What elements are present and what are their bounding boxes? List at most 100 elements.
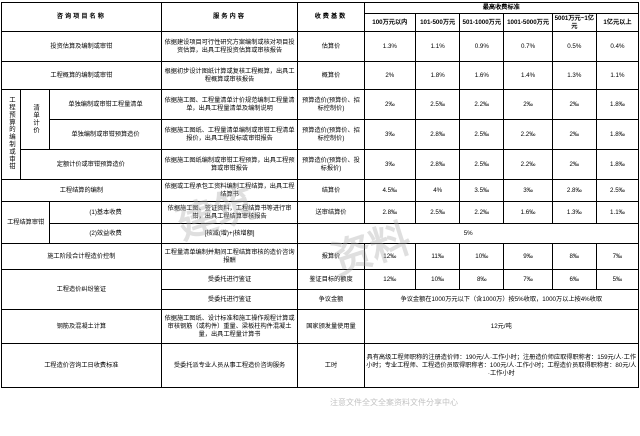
row-value: 2.5‰ [459,149,505,181]
row-basis: 概算价 [297,61,365,91]
row-name: 工程造价咨询工日收费标准 [1,343,162,389]
row-value: 0.4% [595,31,640,63]
row-basis: 国家颁发量使用量 [297,309,365,345]
row-value: 6‰ [551,269,597,291]
table-header-row-1: 咨询项目名称 服务内容 收费基数 最高收费标准 [1,1,640,33]
row-basis: 结算价 [297,179,365,203]
row-name: 工程结算的编制 [1,179,162,203]
row-value: 0.7% [503,31,553,63]
row-value: 8‰ [459,269,505,291]
table-row: 工程造价咨询工日收费标准 受委托派专业人员从事工程造价咨询服务 工时 具有高级工… [1,343,640,389]
row-content: 依据施工图、签证资料，工程结算书等进行审钳，出具工程结算审核报告 [160,201,299,225]
table-row: 工程预算的编制或审钳 清单计价 单独编制或审钳工程量清单 依据施工图、工程量清单… [1,89,640,181]
header-col-basis: 收费基数 [297,1,365,33]
row-content: 依据施工图纸编制或审钳工程预算，出具工程预算或审钳报告 [160,149,299,181]
table-row: 施工阶段合计程造价控制 工程量清单编制并期间工程结算审核的造价咨询报酬 报算价 … [1,243,640,271]
row-value: 1.8‰ [595,149,640,181]
header-fee-col-1: 100万元以内 [363,12,417,33]
table-row: 工程概算的编制或审钳 根据初步设计图纸计算或复核工程概算，出具工程概算或审核报告… [1,61,640,91]
row-value: 2‰ [551,89,597,121]
header-col-name: 咨询项目名称 [1,1,162,33]
row-value: 1.8% [415,61,461,91]
row-basis: [核减(增)+|核增额] [160,223,299,245]
row-content: 依据施工图纸、工程量清单编制或审钳工程清单报价，出具工程投标或审钳报告 [160,119,299,151]
row-value: 12‰ [363,269,417,291]
row-merged-value: 12元/吨 [363,309,640,345]
row-sub-label: (1)基本收费 [49,201,162,225]
row-value: 2.2‰ [459,201,505,225]
row-value: 2.5‰ [415,201,461,225]
table-row: 工程结算审钳 (1)基本收费 依据施工图、签证资料，工程结算书等进行审钳，出具工… [0,201,640,245]
row-value: 2.2‰ [459,89,505,121]
row-basis: 预算造价(预算价、招标控制价) [297,89,365,121]
header-fee-col-2: 101-500万元 [415,12,461,33]
row-value: 1.8‰ [595,119,640,151]
row-value: 2.5‰ [459,119,505,151]
row-value: 1.4% [503,61,553,91]
row-content: 受委托进行鉴证 [160,269,299,291]
row-sub-text: 清单计价 [32,103,40,134]
table-row: 钢筋及混凝土计算 依据施工图纸、设计标准和施工操作规程计算或审核钢筋（或构件）重… [1,309,640,345]
row-merged-value: 5% [297,223,639,245]
row-name: 工程结算审钳 [0,201,51,245]
row-value: 2.5‰ [595,179,640,203]
row-value: 0.9% [459,31,505,63]
row-name: 工程概算的编制或审钳 [1,61,162,91]
row-value: 7‰ [503,269,553,291]
row-basis: 预算造价(预算价、投标报价) [297,149,365,181]
row-name: 钢筋及混凝土计算 [1,309,162,345]
fee-standard-table: 咨询项目名称 服务内容 收费基数 最高收费标准 100万元以内 101-500万… [0,1,640,389]
row-content: 依据建设项目可行性研究方案编制或核对项目投资估算，出具工程投资估算或审核报告 [160,31,299,63]
row-value: 2.2‰ [503,119,553,151]
row-value: 0.5% [551,31,597,63]
row-value: 1.6‰ [503,201,553,225]
table-row: 工程造价纠纷鉴证 受委托进行鉴证 鉴证目标的额度 12‰ 10‰ 8‰ 7‰ 6… [1,269,640,311]
table-row: 定额计价或审钳预算造价 依据施工图纸编制或审钳工程预算，出具工程预算或审钳报告 … [2,149,640,181]
row-value: 1.6% [459,61,505,91]
table-row: 单独编制或审钳预算造价 依据施工图纸、工程量清单编制或审钳工程清单报价，出具工程… [2,119,640,151]
row-value: 2.8‰ [415,149,461,181]
row-value: 2.8‰ [551,179,597,203]
row-value: 4% [415,179,461,203]
header-fee-col-4: 1001-5000万元 [503,12,553,33]
row-name: 工程造价纠纷鉴证 [1,269,162,311]
row-content: 受委托派专业人员从事工程造价咨询服务 [160,343,299,389]
row-value: 1.8‰ [595,89,640,121]
header-fee-col-5: 5001万元~1亿元 [551,12,597,33]
row-value: 2.5‰ [415,89,461,121]
row-basis: 鉴证目标的额度 [297,269,365,291]
row-merged-value: 具有高级工程师职称的注册造价师：190元/人·工作小时；注册造价师应取得职称者：… [363,343,640,389]
row-value: 8‰ [551,243,597,271]
row-group-text: 工程预算的编制或审钳 [7,96,15,171]
row-content: 受委托进行鉴证 [160,289,299,311]
watermark-small-text: 注意文件全文全案资料文件分享中心 [330,398,458,407]
row-value: 2‰ [551,119,597,151]
row-value: 10‰ [459,243,505,271]
row-value: 12‰ [363,243,417,271]
row-sub-label: (2)效益收费 [49,223,162,245]
row-value: 1.1‰ [595,201,640,225]
row-content: 依据施工图、工程量清单计价规范编制工程量清单，出具工程量清单及编制说明 [160,89,299,121]
row-basis: 估算价 [297,31,365,63]
row-merged-value: 争议金额在1000万元以下（含1000万）按5%收取，1000万以上按4%收取 [363,289,640,311]
row-value: 1.3% [363,31,417,63]
row-value: 3.5‰ [459,179,505,203]
row-value: 11‰ [415,243,461,271]
table-row: 工程结算的编制 依据或工程承包工资料编制工程结算，出具工程结算书 结算价 4.5… [1,179,640,203]
row-value: 3‰ [363,119,417,151]
row-subsub-label: 单独编制或审钳预算造价 [49,119,162,151]
header-fee-col-6: 1亿元以上 [595,12,640,33]
row-value: 2.2‰ [503,149,553,181]
row-basis: 预算造价(预算价、招标控制价) [297,119,365,151]
row-value: 1.1% [595,61,640,91]
row-value: 10‰ [415,269,461,291]
row-value: 4.5‰ [363,179,417,203]
row-value: 5‰ [595,269,640,291]
row-basis: 争议金额 [297,289,365,311]
row-name: 施工阶段合计程造价控制 [1,243,162,271]
header-fee-col-3: 501-1000万元 [459,12,505,33]
table-row: (2)效益收费 [核减(增)+|核增额] 5% [2,223,639,245]
row-name: 投资估算及编制或审钳 [1,31,162,63]
row-value: 2.8‰ [363,201,417,225]
table-row: 投资估算及编制或审钳 依据建设项目可行性研究方案编制或核对项目投资估算，出具工程… [1,31,640,63]
